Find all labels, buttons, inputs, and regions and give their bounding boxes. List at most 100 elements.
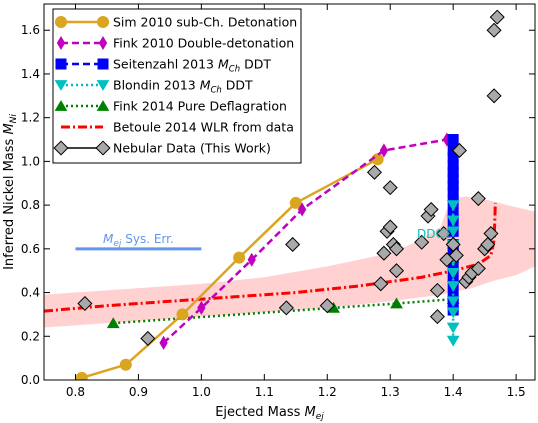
legend-label: Fink 2014 Pure Deflagration bbox=[113, 99, 287, 114]
y-tick-label: 0.8 bbox=[21, 198, 40, 212]
x-tick-label: 1.1 bbox=[255, 385, 274, 399]
x-tick-label: 1.4 bbox=[444, 385, 463, 399]
series-betoule-2014-wlr-from-data bbox=[44, 202, 497, 313]
legend-entry: Sim 2010 sub-Ch. Detonation bbox=[55, 15, 297, 30]
data-point bbox=[446, 200, 460, 212]
legend-marker bbox=[55, 58, 67, 70]
data-point bbox=[429, 282, 445, 298]
annotation-layer: DDC1 Mej Sys. Err. bbox=[75, 227, 452, 251]
data-point bbox=[470, 191, 486, 207]
systematic-error-label: Mej Sys. Err. bbox=[103, 232, 174, 249]
data-point bbox=[382, 180, 398, 196]
data-point bbox=[447, 134, 459, 146]
data-point bbox=[446, 307, 460, 319]
legend-marker bbox=[56, 35, 66, 51]
data-point bbox=[285, 236, 301, 252]
series-sim-2010-sub-ch-detonation bbox=[75, 153, 384, 380]
data-point bbox=[77, 295, 93, 312]
y-tick-label: 0.4 bbox=[21, 286, 40, 300]
axis-layer: 0.8 0.9 1.0 1.1 1.2 1.3 1.4 1.5 0.0 0.2 0.4 0.6 0.8 1… bbox=[2, 4, 535, 422]
series-line bbox=[44, 202, 497, 313]
x-tick-label: 0.9 bbox=[129, 385, 148, 399]
data-point bbox=[278, 300, 294, 316]
data-point bbox=[448, 247, 464, 263]
data-point bbox=[470, 260, 486, 277]
legend-label: Nebular Data (This Work) bbox=[113, 141, 271, 156]
y-tick-label: 0.6 bbox=[21, 242, 40, 256]
betoule-uncertainty-band bbox=[44, 196, 535, 328]
series-line bbox=[162, 138, 448, 344]
legend-entry: Nebular Data (This Work) bbox=[53, 140, 271, 156]
data-point bbox=[486, 88, 502, 104]
data-point bbox=[414, 234, 430, 250]
data-point bbox=[446, 281, 460, 292]
series-layer bbox=[44, 9, 505, 380]
ddc1-annotation: DDC1 bbox=[417, 227, 452, 241]
data-point bbox=[480, 236, 496, 252]
legend-entry: Fink 2010 Double-detonation bbox=[56, 35, 294, 51]
legend-label: Sim 2010 sub-Ch. Detonation bbox=[113, 15, 297, 30]
series-line bbox=[81, 158, 379, 380]
data-point bbox=[373, 276, 389, 292]
data-point bbox=[382, 219, 398, 235]
data-point bbox=[429, 309, 445, 325]
data-point bbox=[388, 263, 405, 279]
legend-label: Seitenzahl 2013 MCh DDT bbox=[113, 57, 271, 75]
legend-box bbox=[52, 8, 302, 164]
data-point bbox=[140, 330, 156, 346]
data-point bbox=[446, 335, 460, 347]
data-point bbox=[436, 226, 452, 242]
data-point bbox=[489, 9, 505, 25]
legend-entry: Seitenzahl 2013 MCh DDT bbox=[55, 57, 271, 75]
data-point bbox=[197, 300, 206, 315]
legend-marker bbox=[98, 35, 108, 51]
data-point bbox=[297, 202, 307, 217]
data-point bbox=[319, 298, 335, 314]
data-point bbox=[446, 215, 460, 227]
data-point bbox=[376, 245, 392, 261]
y-tick-label: 1.0 bbox=[21, 154, 40, 168]
series-line bbox=[113, 297, 454, 325]
legend: Sim 2010 sub-Ch. Detonation Fink 2010 Dou… bbox=[52, 8, 302, 164]
data-point bbox=[159, 335, 168, 350]
legend-marker bbox=[54, 100, 68, 111]
data-point bbox=[446, 322, 460, 334]
legend-marker bbox=[55, 16, 67, 28]
legend-entry: Betoule 2014 WLR from data bbox=[61, 120, 294, 135]
data-point bbox=[486, 22, 502, 38]
x-tick-label: 1.2 bbox=[318, 385, 337, 399]
y-tick-label: 0.0 bbox=[21, 373, 40, 387]
data-point bbox=[423, 201, 439, 218]
legend-label: Blondin 2013 MCh DDT bbox=[113, 78, 253, 96]
legend-marker bbox=[95, 140, 111, 156]
x-tick-label: 0.8 bbox=[66, 385, 85, 399]
x-tick-label: 1.3 bbox=[381, 385, 400, 399]
data-point bbox=[247, 252, 256, 267]
legend-marker bbox=[54, 80, 68, 91]
legend-label: Fink 2010 Double-detonation bbox=[113, 36, 294, 51]
data-point bbox=[446, 226, 460, 238]
series-nebular-data-this-work bbox=[77, 9, 505, 346]
legend-label: Betoule 2014 WLR from data bbox=[113, 120, 294, 135]
data-point bbox=[483, 226, 499, 242]
y-tick-label: 0.2 bbox=[21, 329, 40, 343]
legend-marker bbox=[97, 58, 109, 70]
betoule-band-layer bbox=[44, 196, 535, 328]
data-point bbox=[390, 297, 403, 309]
data-point bbox=[379, 143, 389, 158]
legend-marker bbox=[97, 16, 109, 28]
data-point bbox=[388, 241, 405, 257]
data-point bbox=[446, 267, 460, 279]
y-tick-label: 1.4 bbox=[21, 67, 40, 81]
x-tick-label: 1.5 bbox=[507, 385, 526, 399]
legend-marker bbox=[53, 140, 69, 156]
data-point bbox=[451, 142, 467, 158]
x-tick-label: 1.0 bbox=[192, 385, 211, 399]
data-point bbox=[75, 371, 88, 380]
data-point bbox=[106, 317, 120, 329]
legend-entry: Blondin 2013 MCh DDT bbox=[54, 78, 253, 96]
y-tick-label: 1.6 bbox=[21, 23, 40, 37]
data-point bbox=[366, 164, 383, 180]
plot-frame bbox=[43, 3, 536, 381]
